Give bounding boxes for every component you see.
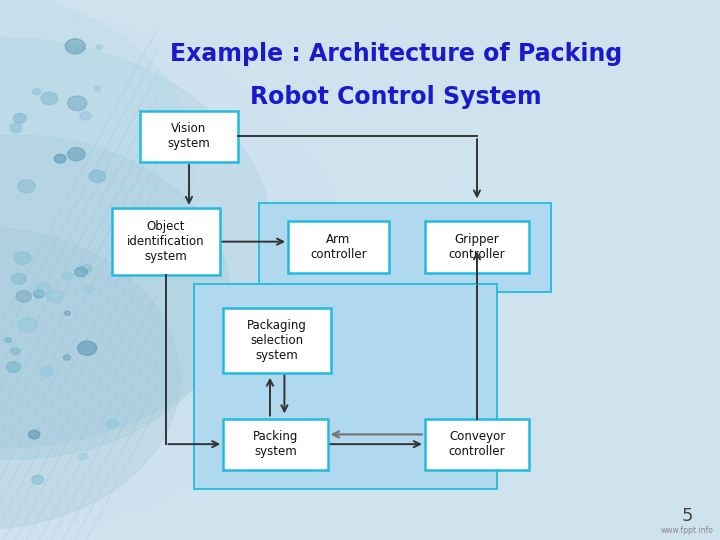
Circle shape — [16, 291, 32, 302]
FancyBboxPatch shape — [194, 284, 497, 489]
Circle shape — [78, 341, 96, 355]
Text: Example : Architecture of Packing: Example : Architecture of Packing — [170, 42, 622, 66]
Circle shape — [75, 267, 87, 276]
Circle shape — [0, 11, 346, 529]
Circle shape — [0, 0, 194, 335]
Circle shape — [41, 92, 58, 105]
Circle shape — [10, 123, 22, 132]
Circle shape — [78, 453, 88, 460]
Circle shape — [106, 419, 118, 428]
Circle shape — [6, 362, 20, 373]
FancyBboxPatch shape — [425, 221, 529, 273]
Circle shape — [0, 135, 230, 459]
Circle shape — [68, 96, 87, 111]
Text: Robot Control System: Robot Control System — [250, 85, 542, 109]
Circle shape — [14, 113, 27, 123]
Circle shape — [11, 348, 20, 355]
Circle shape — [0, 38, 274, 448]
FancyBboxPatch shape — [112, 208, 220, 275]
Circle shape — [83, 285, 94, 293]
Circle shape — [18, 180, 35, 193]
Circle shape — [54, 154, 66, 163]
Text: Arm
controller: Arm controller — [310, 233, 366, 261]
Circle shape — [96, 45, 102, 50]
Circle shape — [89, 170, 105, 183]
Circle shape — [68, 147, 85, 161]
FancyBboxPatch shape — [259, 202, 551, 292]
Circle shape — [63, 273, 72, 280]
Text: Conveyor
controller: Conveyor controller — [449, 430, 505, 458]
FancyBboxPatch shape — [223, 308, 331, 373]
FancyBboxPatch shape — [223, 418, 328, 470]
Circle shape — [80, 112, 91, 120]
Text: Vision
system: Vision system — [168, 123, 210, 150]
Circle shape — [28, 430, 40, 439]
Circle shape — [34, 290, 45, 298]
FancyBboxPatch shape — [288, 221, 389, 273]
Text: Packaging
selection
system: Packaging selection system — [247, 319, 307, 362]
Text: Packing
system: Packing system — [253, 430, 298, 458]
Circle shape — [47, 290, 63, 303]
Circle shape — [12, 273, 26, 284]
Circle shape — [18, 318, 37, 332]
Circle shape — [94, 86, 100, 91]
Circle shape — [40, 367, 53, 376]
Circle shape — [32, 475, 43, 484]
Circle shape — [66, 39, 85, 54]
Circle shape — [35, 282, 51, 295]
Circle shape — [63, 355, 71, 360]
Circle shape — [65, 311, 71, 315]
FancyBboxPatch shape — [140, 111, 238, 162]
Text: Gripper
controller: Gripper controller — [449, 233, 505, 261]
Circle shape — [14, 252, 31, 264]
Circle shape — [0, 227, 180, 529]
Text: www.fppt.info: www.fppt.info — [661, 525, 714, 535]
FancyBboxPatch shape — [425, 418, 529, 470]
Text: 5: 5 — [682, 507, 693, 525]
Circle shape — [32, 89, 41, 95]
Circle shape — [80, 265, 91, 273]
Text: Object
identification
system: Object identification system — [127, 220, 204, 263]
Circle shape — [5, 338, 12, 343]
